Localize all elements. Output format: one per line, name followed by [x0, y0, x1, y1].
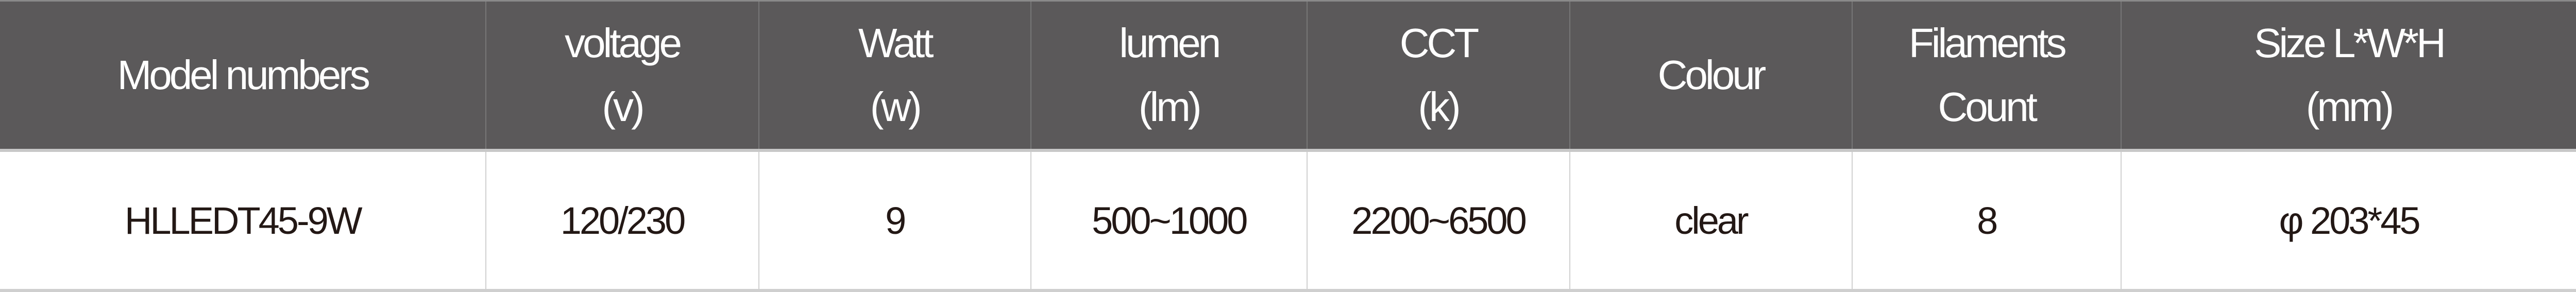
header-text: Model numbers	[117, 52, 370, 98]
cell-cct: 2200~6500	[1306, 150, 1570, 290]
header-text: (lm)	[1138, 84, 1202, 130]
cell-text: clear	[1674, 199, 1749, 242]
cell-text: 8	[1977, 199, 1998, 242]
header-text: voltage	[565, 20, 682, 66]
cell-text: φ 203*45	[2279, 199, 2420, 242]
header-text: Size L*W*H	[2254, 20, 2446, 66]
column-header-lumen: lumen (lm)	[1030, 0, 1307, 150]
cell-watt: 9	[758, 150, 1031, 290]
cell-text: 2200~6500	[1351, 199, 1527, 242]
column-header-colour: Colour	[1569, 0, 1852, 150]
column-header-voltage: voltage (v)	[485, 0, 759, 150]
column-header-watt: Watt (w)	[758, 0, 1031, 150]
cell-text: 120/230	[560, 199, 686, 242]
header-text: (mm)	[2306, 84, 2395, 130]
header-text: (v)	[602, 84, 645, 130]
cell-model-numbers: HLLEDT45-9W	[0, 150, 486, 290]
header-text: CCT	[1399, 20, 1479, 66]
cell-colour: clear	[1569, 150, 1852, 290]
header-text: (w)	[870, 84, 922, 130]
cell-text: HLLEDT45-9W	[124, 199, 363, 242]
header-text: (k)	[1418, 84, 1461, 130]
header-text: Watt	[858, 20, 934, 66]
header-text: Colour	[1657, 52, 1767, 98]
cell-text: 500~1000	[1092, 199, 1248, 242]
header-text: lumen	[1119, 20, 1221, 66]
column-header-cct: CCT (k)	[1306, 0, 1570, 150]
header-text: Filaments	[1908, 20, 2067, 66]
header-row: Model numbers voltage (v) Watt (w) lumen (lm) C…	[0, 0, 2576, 150]
column-header-model-numbers: Model numbers	[0, 0, 486, 150]
header-text: Count	[1938, 84, 2038, 130]
cell-filaments-count: 8	[1851, 150, 2121, 290]
table-row: HLLEDT45-9W 120/230 9 500~1000 2200~6500 clea…	[0, 150, 2576, 290]
column-header-filaments-count: Filaments Count	[1851, 0, 2121, 150]
cell-voltage: 120/230	[485, 150, 759, 290]
cell-size: φ 203*45	[2121, 150, 2576, 290]
column-header-size: Size L*W*H (mm)	[2121, 0, 2576, 150]
cell-text: 9	[885, 199, 906, 242]
cell-lumen: 500~1000	[1030, 150, 1307, 290]
